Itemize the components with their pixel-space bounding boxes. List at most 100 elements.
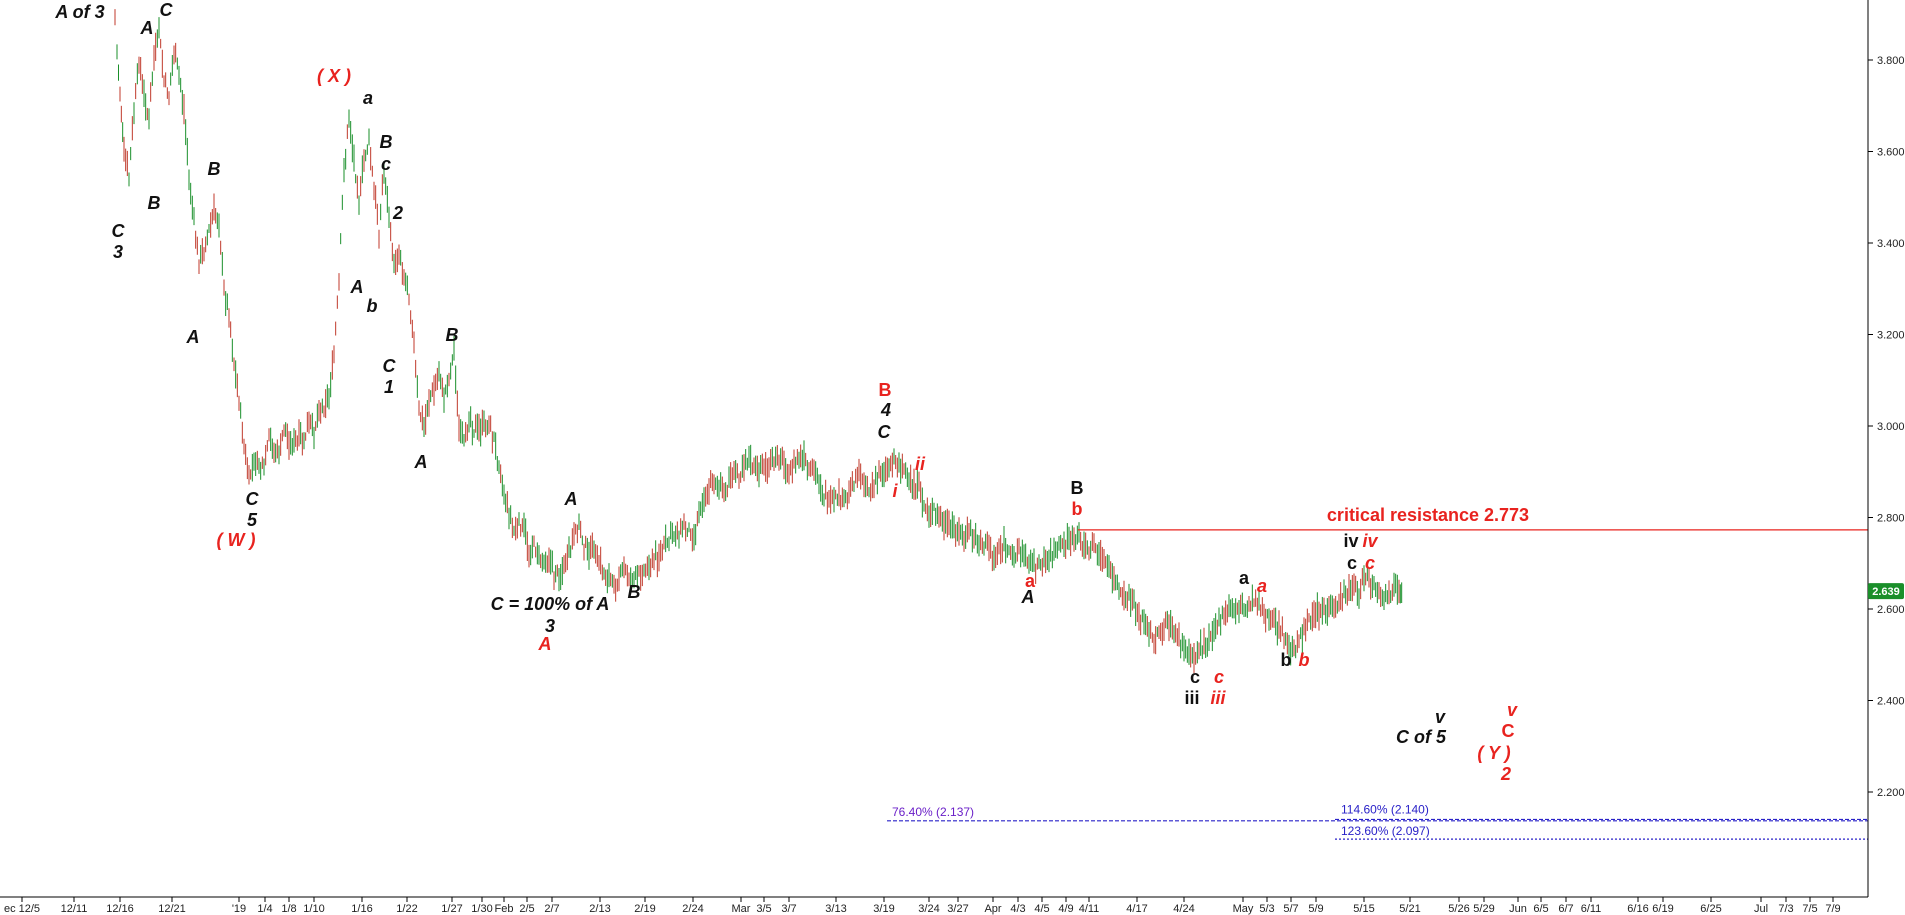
wave-label: c xyxy=(1214,667,1224,687)
x-tick-label: 5/26 xyxy=(1448,903,1469,915)
wave-label: B xyxy=(380,132,393,152)
y-tick-label: 3.000 xyxy=(1877,421,1905,433)
wave-label: 2 xyxy=(1500,764,1511,784)
wave-label: ( Y ) xyxy=(1477,743,1510,763)
current-price-marker: 2.639 xyxy=(1868,583,1904,600)
wave-label: C xyxy=(878,422,892,442)
wave-label: iv xyxy=(1362,531,1378,551)
y-tick-label: 2.400 xyxy=(1877,696,1905,708)
x-tick-label: 4/17 xyxy=(1126,903,1147,915)
y-tick-label: 3.200 xyxy=(1877,330,1905,342)
x-tick-label: 4/11 xyxy=(1079,903,1100,915)
x-tick-label: 1/16 xyxy=(351,903,372,915)
x-tick-label: 4/5 xyxy=(1034,903,1049,915)
x-tick-label: 1/30 xyxy=(471,903,492,915)
x-tick-label: ec 12/5 xyxy=(4,903,40,915)
x-tick-label: 3/5 xyxy=(756,903,771,915)
x-tick-label: 3/13 xyxy=(825,903,846,915)
x-tick-label: 6/16 xyxy=(1627,903,1648,915)
wave-label: B xyxy=(148,193,161,213)
wave-label: v xyxy=(1507,700,1518,720)
wave-label: B xyxy=(446,325,459,345)
x-tick-label: May xyxy=(1233,903,1254,915)
wave-label: c xyxy=(1347,553,1357,573)
x-tick-label: 2/13 xyxy=(589,903,610,915)
x-tick-label: 1/8 xyxy=(281,903,296,915)
wave-label: 2 xyxy=(392,203,403,223)
wave-label: ( X ) xyxy=(317,66,351,86)
wave-label: 5 xyxy=(247,510,258,530)
wave-label: A xyxy=(564,489,578,509)
wave-label: B xyxy=(1071,478,1084,498)
current-price-badge xyxy=(1868,583,1904,600)
wave-label: v xyxy=(1435,707,1446,727)
wave-label: C of 5 xyxy=(1396,727,1447,747)
wave-label: A xyxy=(186,327,200,347)
hline-label-0: critical resistance 2.773 xyxy=(1327,505,1529,525)
wave-label: a xyxy=(363,88,373,108)
wave-label: C xyxy=(383,356,397,376)
x-tick-label: 1/10 xyxy=(303,903,324,915)
wave-label: A xyxy=(538,634,552,654)
wave-label: b xyxy=(367,296,378,316)
x-tick-label: 6/5 xyxy=(1533,903,1548,915)
wave-label: i xyxy=(892,481,898,501)
x-tick-label: Mar xyxy=(732,903,751,915)
x-tick-label: 1/27 xyxy=(441,903,462,915)
wave-label: c xyxy=(381,154,391,174)
x-tick-label: 6/11 xyxy=(1581,903,1602,915)
wave-label: B xyxy=(628,582,641,602)
wave-label: C xyxy=(160,0,174,20)
x-tick-label: 4/24 xyxy=(1173,903,1194,915)
x-tick-label: 1/4 xyxy=(257,903,272,915)
wave-label: 3 xyxy=(113,242,123,262)
x-tick-label: 5/21 xyxy=(1399,903,1420,915)
wave-label: A xyxy=(350,277,364,297)
hline-label-1: 76.40% (2.137) xyxy=(892,805,974,819)
x-tick-label: 7/5 xyxy=(1802,903,1817,915)
x-tick-label: 7/3 xyxy=(1778,903,1793,915)
wave-label: b xyxy=(1281,650,1292,670)
x-tick-label: Jul xyxy=(1754,903,1768,915)
wave-label: C = 100% of A xyxy=(491,594,610,614)
x-tick-label: 5/29 xyxy=(1473,903,1494,915)
x-tick-label: 5/3 xyxy=(1259,903,1274,915)
x-tick-label: 6/19 xyxy=(1652,903,1673,915)
x-tick-label: 3/24 xyxy=(918,903,939,915)
y-tick-label: 3.600 xyxy=(1877,147,1905,159)
y-tick-label: 2.200 xyxy=(1877,787,1905,799)
x-tick-label: 3/27 xyxy=(947,903,968,915)
wave-label: 4 xyxy=(880,400,891,420)
x-axis: ec 12/5 12/11 12/16 12/21 '19 1/4 1/8 1/10 1/16 1… xyxy=(0,896,1868,915)
wave-label: C xyxy=(112,221,126,241)
x-tick-label: 12/21 xyxy=(158,903,186,915)
wave-label: 1 xyxy=(384,377,394,397)
wave-label: c xyxy=(1190,667,1200,687)
x-tick-label: 1/22 xyxy=(396,903,417,915)
wave-label: A xyxy=(414,452,428,472)
hline-layer: critical resistance 2.773 76.40% (2.137) 1… xyxy=(887,505,1868,840)
wave-label: A of 3 xyxy=(54,2,104,22)
x-tick-label: 4/9 xyxy=(1058,903,1073,915)
hline-label-2: 114.60% (2.140) xyxy=(1341,802,1429,816)
wave-label: iii xyxy=(1210,688,1226,708)
x-tick-label: Jun xyxy=(1509,903,1527,915)
x-tick-label: 7/9 xyxy=(1825,903,1840,915)
x-tick-label: 3/7 xyxy=(781,903,796,915)
x-tick-label: 6/7 xyxy=(1558,903,1573,915)
x-tick-label: 5/15 xyxy=(1353,903,1374,915)
x-tick-label: 5/9 xyxy=(1308,903,1323,915)
wave-label: ii xyxy=(915,454,926,474)
y-tick-label: 2.600 xyxy=(1877,604,1905,616)
wave-label: b xyxy=(1072,499,1083,519)
current-price-label: 2.639 xyxy=(1872,586,1900,598)
wave-label: C xyxy=(1502,721,1515,741)
x-tick-label: 4/3 xyxy=(1010,903,1025,915)
wave-label: a xyxy=(1239,568,1250,588)
wave-label: a xyxy=(1257,576,1267,596)
x-tick-label: 12/11 xyxy=(61,903,88,915)
wave-label: B xyxy=(879,380,892,400)
y-axis: 3.800 3.600 3.400 3.200 3.000 2.800 2.600 2.400… xyxy=(1867,0,1905,897)
